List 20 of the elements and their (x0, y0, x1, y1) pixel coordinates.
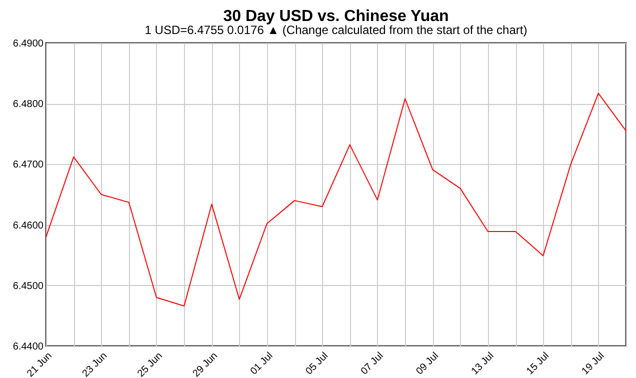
y-tick-label: 6.4700 (12, 160, 44, 171)
x-tick-label: 09 Jul (414, 350, 441, 378)
y-tick-label: 6.4900 (12, 38, 44, 50)
x-tick-label: 29 Jun (190, 350, 220, 378)
x-tick-label: 21 Jun (25, 350, 54, 378)
y-tick-label: 6.4500 (12, 280, 44, 292)
chart-title: 30 Day USD vs. Chinese Yuan (223, 8, 449, 25)
x-tick-label: 05 Jul (304, 350, 330, 378)
x-tick-label: 25 Jun (136, 350, 165, 378)
y-tick-label: 6.4400 (12, 342, 44, 352)
x-tick-label: 23 Jun (80, 350, 110, 378)
x-tick-label: 01 Jul (248, 350, 276, 378)
chart-subtitle: 1 USD=6.4755 0.0176 ▲ (Change calculated from the start of the chart) (144, 23, 528, 37)
x-tick-label: 13 Jul (470, 350, 496, 378)
y-tick-label: 6.4800 (12, 99, 44, 110)
x-tick-label: 07 Jul (359, 350, 386, 378)
line-series (46, 92, 626, 307)
x-tick-label: 15 Jul (524, 350, 552, 378)
x-tick-label: 19 Jul (580, 350, 607, 378)
y-tick-label: 6.4600 (12, 220, 44, 232)
